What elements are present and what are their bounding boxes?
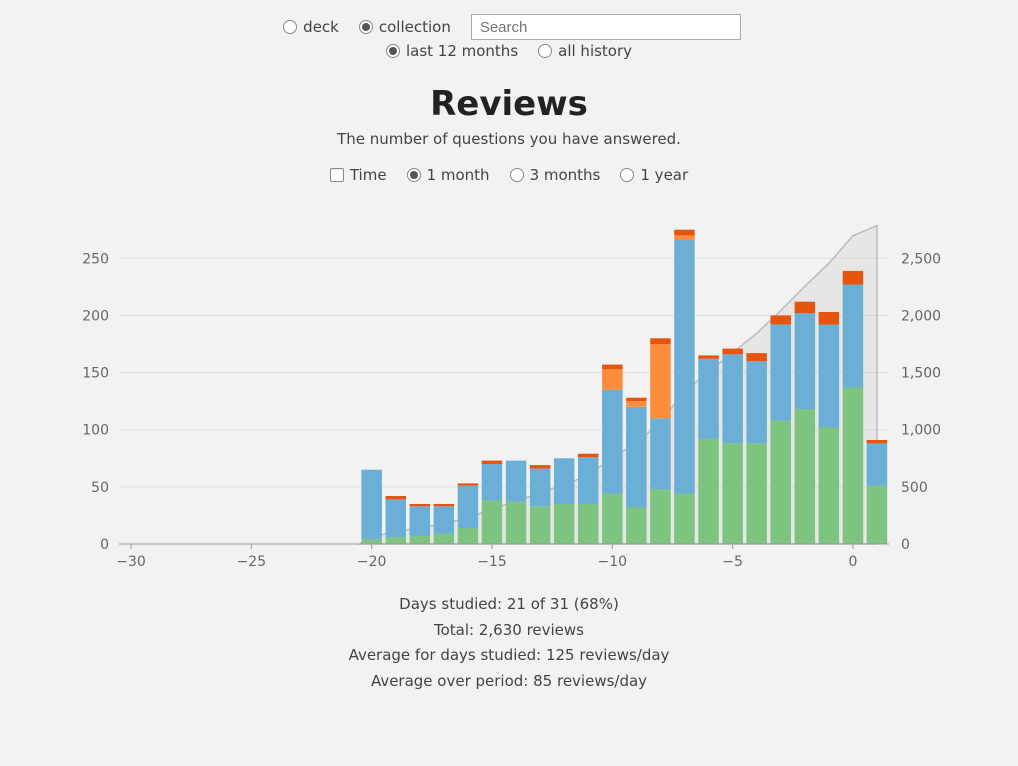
time-checkbox[interactable]: Time [330, 166, 387, 184]
svg-text:2,000: 2,000 [901, 308, 941, 324]
svg-text:0: 0 [100, 537, 109, 553]
svg-text:150: 150 [82, 366, 109, 382]
page-subtitle: The number of questions you have answere… [0, 130, 1018, 148]
range-1month-radio[interactable]: 1 month [407, 166, 490, 184]
svg-text:500: 500 [901, 480, 928, 496]
scope-deck-radio[interactable]: deck [283, 18, 339, 36]
stat-avg-studied: Average for days studied: 125 reviews/da… [0, 643, 1018, 669]
period-last12-label: last 12 months [406, 42, 518, 60]
svg-text:100: 100 [82, 423, 109, 439]
range-3months-radio[interactable]: 3 months [510, 166, 601, 184]
svg-text:0: 0 [901, 537, 910, 553]
svg-text:2,500: 2,500 [901, 251, 941, 267]
scope-deck-label: deck [303, 18, 339, 36]
svg-text:−5: −5 [722, 554, 743, 570]
period-all-radio[interactable]: all history [538, 42, 632, 60]
svg-text:250: 250 [82, 251, 109, 267]
range-1month-label: 1 month [427, 166, 490, 184]
svg-text:0: 0 [848, 554, 857, 570]
svg-text:−20: −20 [357, 554, 387, 570]
svg-text:50: 50 [91, 480, 109, 496]
page-title: Reviews [0, 84, 1018, 124]
stat-days-studied: Days studied: 21 of 31 (68%) [0, 592, 1018, 618]
search-input[interactable] [471, 14, 741, 40]
period-all-label: all history [558, 42, 632, 60]
range-3months-label: 3 months [530, 166, 601, 184]
scope-collection-radio[interactable]: collection [359, 18, 451, 36]
svg-text:−30: −30 [116, 554, 146, 570]
svg-text:−10: −10 [598, 554, 628, 570]
svg-text:1,000: 1,000 [901, 423, 941, 439]
svg-text:−25: −25 [237, 554, 267, 570]
stat-avg-period: Average over period: 85 reviews/day [0, 669, 1018, 695]
range-1year-label: 1 year [640, 166, 688, 184]
period-last12-radio[interactable]: last 12 months [386, 42, 518, 60]
svg-text:200: 200 [82, 308, 109, 324]
stat-total: Total: 2,630 reviews [0, 618, 1018, 644]
svg-text:1,500: 1,500 [901, 366, 941, 382]
svg-text:−15: −15 [477, 554, 507, 570]
reviews-chart: −30 −25 −20 −15 −10 −5 0 0 50 100 150 200 250 0 500 1,0… [59, 204, 959, 574]
range-1year-radio[interactable]: 1 year [620, 166, 688, 184]
time-checkbox-label: Time [350, 166, 387, 184]
scope-collection-label: collection [379, 18, 451, 36]
